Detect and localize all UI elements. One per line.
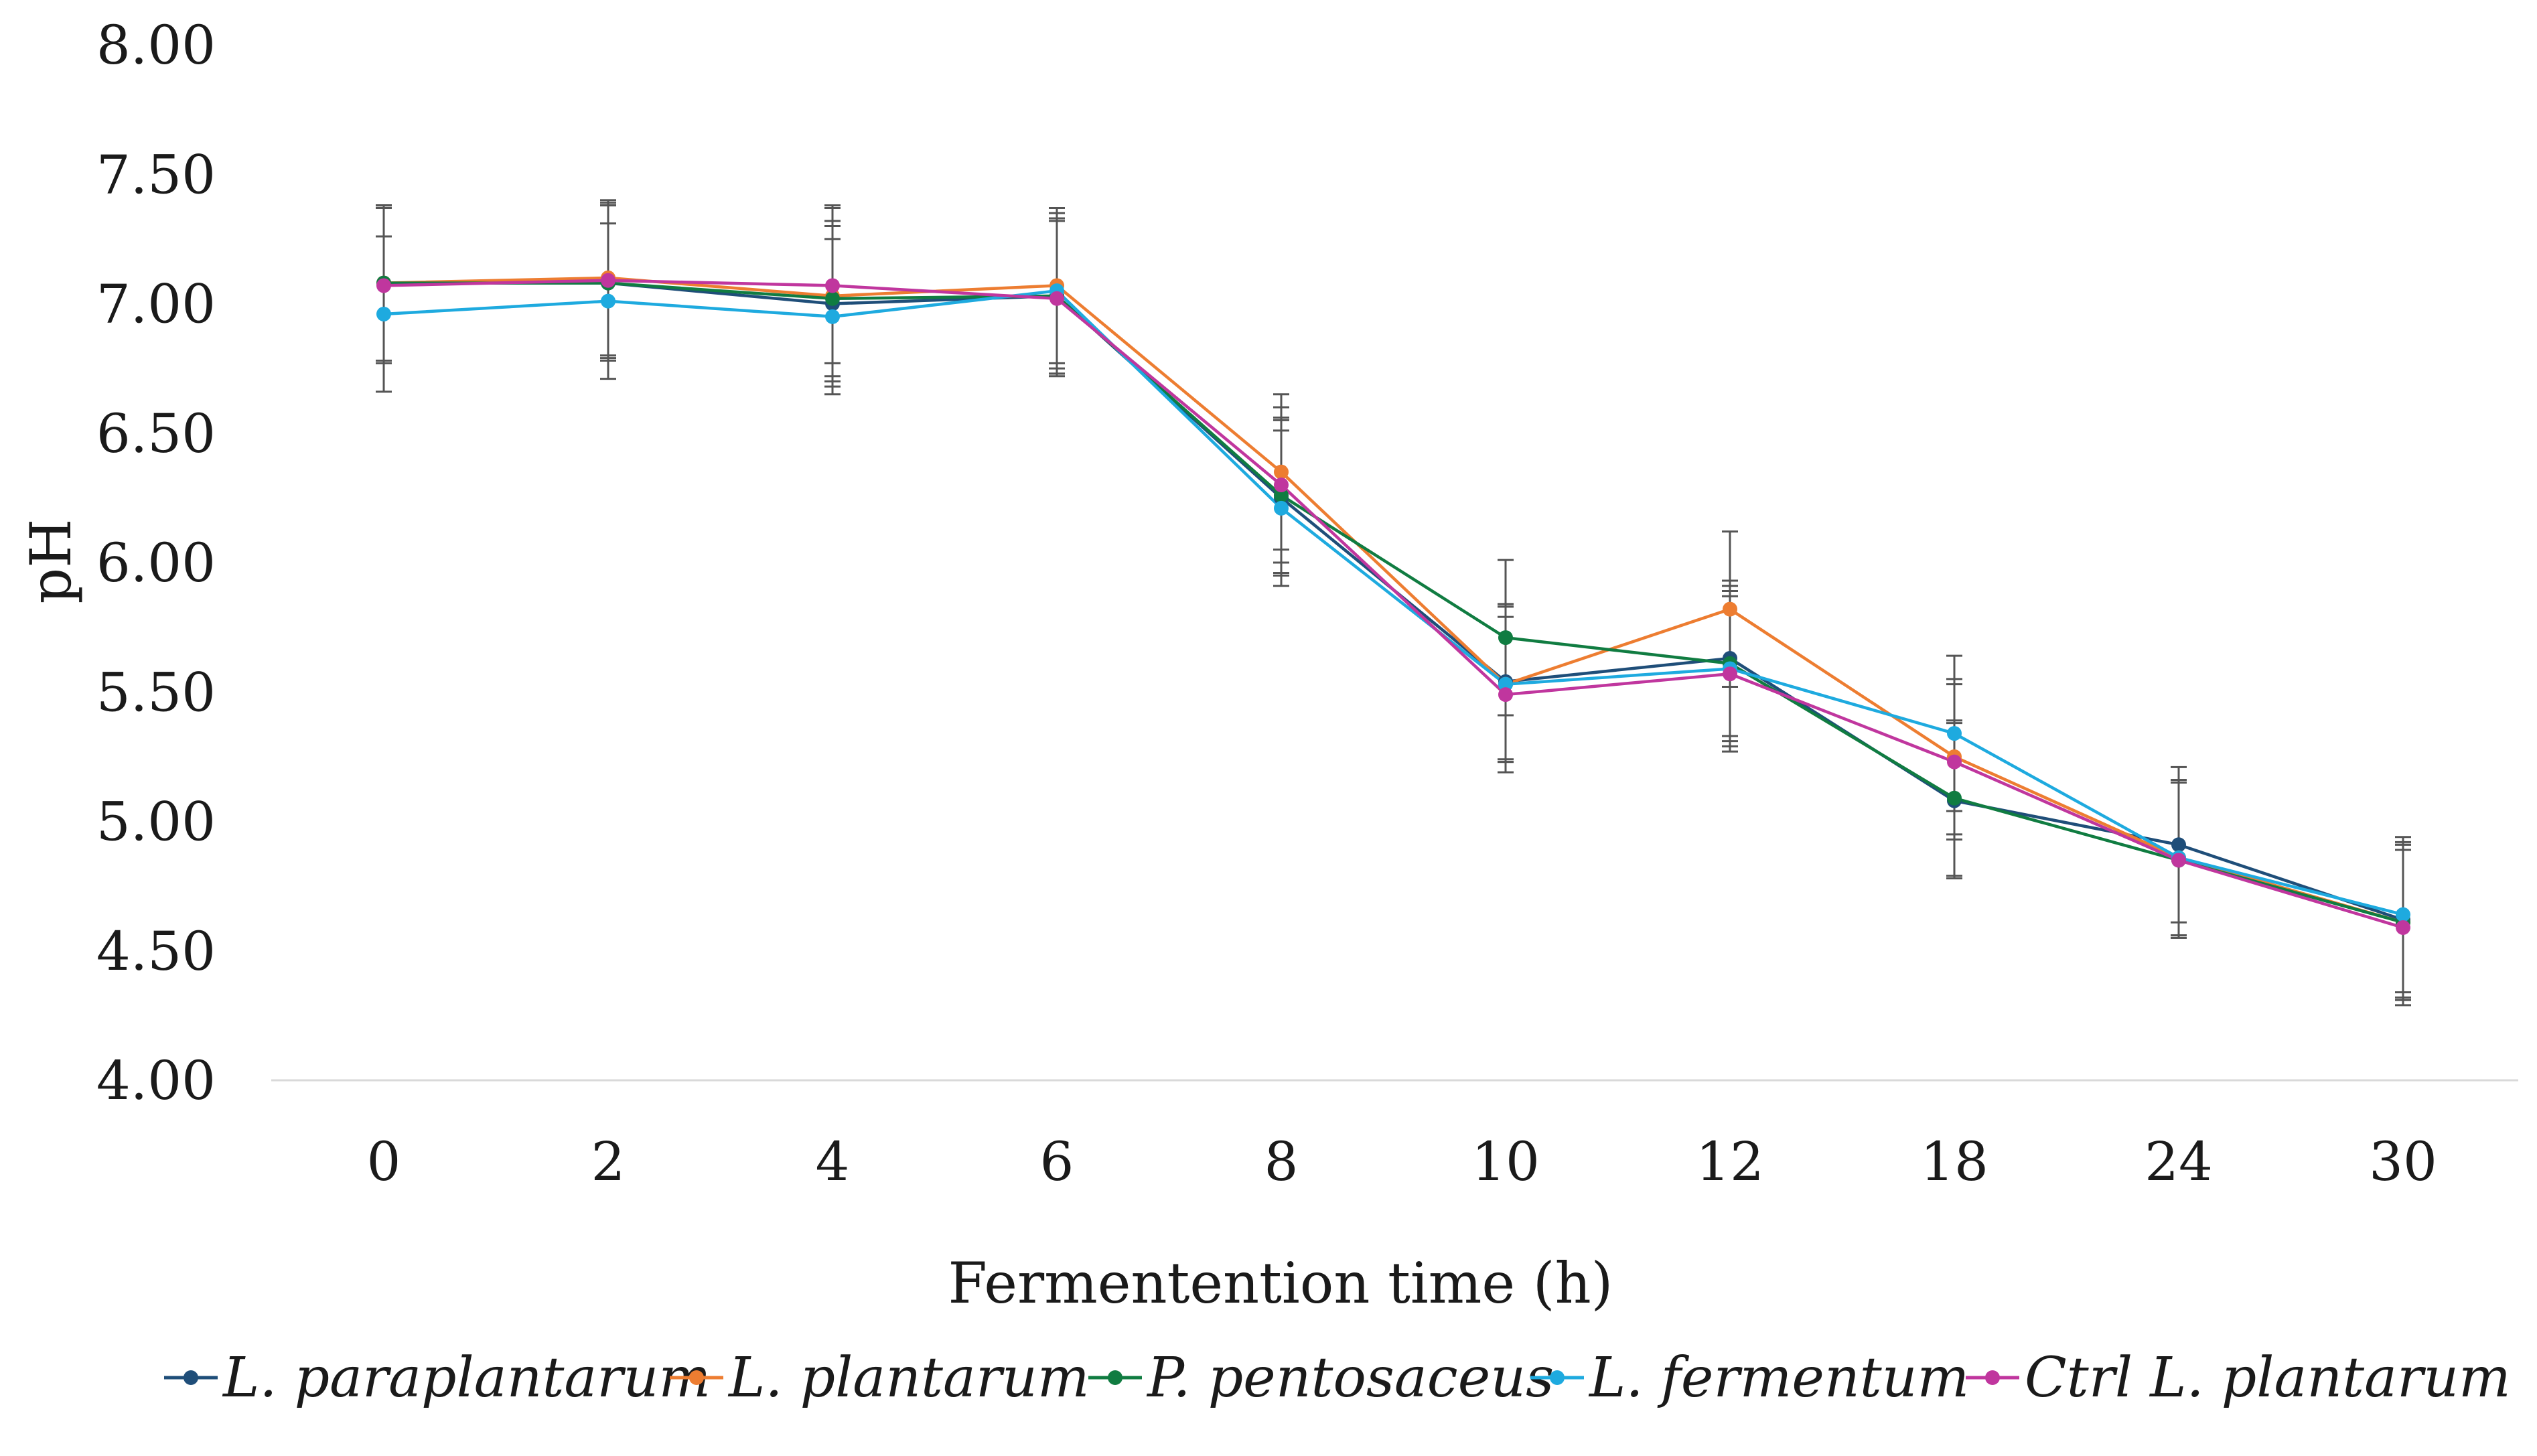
x-tick-label: 10	[1471, 1131, 1540, 1193]
legend-swatch-marker	[1550, 1370, 1565, 1385]
legend-label: L. paraplantarum	[222, 1346, 711, 1410]
legend-item: P. pentosaceus	[1088, 1346, 1554, 1410]
data-point	[825, 278, 840, 293]
legend-item: L. paraplantarum	[164, 1346, 711, 1410]
data-point	[601, 293, 615, 309]
legend-swatch-marker	[184, 1370, 198, 1385]
data-point	[825, 291, 840, 306]
legend-label: L. plantarum	[727, 1346, 1090, 1410]
legend-item: L. fermentum	[1530, 1346, 1969, 1410]
legend: L. paraplantarum L. plantarum P. pentosace…	[164, 1346, 2511, 1410]
legend-item: Ctrl L. plantarum	[1966, 1346, 2511, 1410]
legend-label: P. pentosaceus	[1146, 1346, 1554, 1410]
data-point	[376, 306, 391, 321]
y-tick-label: 8.00	[96, 14, 216, 76]
data-point	[1723, 666, 1737, 682]
data-point	[376, 278, 391, 293]
data-point	[2396, 907, 2410, 922]
data-point	[1947, 726, 1962, 741]
data-point	[825, 309, 840, 324]
data-point	[601, 273, 615, 288]
y-axis-title: pH	[18, 518, 84, 603]
y-axis-ticks: 4.00 4.50 5.00 5.50 6.00 6.50 7.00 7.50 8.00	[96, 14, 216, 1112]
x-tick-label: 8	[1264, 1131, 1299, 1193]
x-axis-title: Fermentention time (h)	[948, 1250, 1613, 1316]
series-line-l-plantarum	[383, 276, 2404, 924]
y-tick-label: 7.00	[96, 273, 216, 336]
data-point	[1723, 601, 1737, 617]
x-tick-label: 4	[816, 1131, 850, 1193]
data-point	[1947, 754, 1962, 770]
y-tick-label: 4.00	[96, 1049, 216, 1112]
data-point	[1947, 790, 1962, 806]
data-point	[1498, 676, 1513, 692]
x-tick-label: 18	[1920, 1131, 1988, 1193]
data-point	[2171, 853, 2186, 868]
x-tick-label: 12	[1696, 1131, 1764, 1193]
y-tick-label: 7.50	[96, 143, 216, 206]
series-line-p-pentosaceus	[384, 281, 2404, 924]
series-points	[376, 270, 2410, 935]
error-bars	[376, 199, 2411, 1007]
data-point	[2396, 920, 2410, 935]
y-tick-label: 6.50	[96, 403, 216, 465]
x-tick-label: 6	[1040, 1131, 1074, 1193]
y-tick-label: 4.50	[96, 920, 216, 982]
data-point	[1498, 630, 1513, 646]
legend-swatch-marker	[689, 1370, 704, 1385]
series-line-ctrl-l-plantarum	[383, 279, 2404, 930]
legend-label: Ctrl L. plantarum	[2025, 1346, 2511, 1410]
data-point	[1049, 291, 1064, 306]
legend-item: L. plantarum	[670, 1346, 1090, 1410]
x-tick-label: 24	[2145, 1131, 2213, 1193]
series-lines	[383, 276, 2404, 930]
legend-swatch-marker	[1108, 1370, 1122, 1385]
y-tick-label: 5.50	[96, 661, 216, 723]
x-axis-ticks: 0 2 4 6 8 10 12 18 24 30	[367, 1131, 2437, 1193]
x-tick-label: 30	[2369, 1131, 2437, 1193]
legend-label: L. fermentum	[1588, 1346, 1969, 1410]
data-point	[1498, 687, 1513, 703]
data-point	[1274, 464, 1289, 480]
y-tick-label: 5.00	[96, 791, 216, 853]
data-point	[1274, 500, 1289, 516]
x-tick-label: 0	[367, 1131, 401, 1193]
data-point	[1274, 488, 1289, 503]
legend-swatch-marker	[1985, 1370, 2000, 1385]
series-line-l-fermentum	[383, 289, 2404, 916]
data-point	[1274, 478, 1289, 493]
y-tick-label: 6.00	[96, 532, 216, 594]
data-point	[2171, 837, 2186, 853]
x-tick-label: 2	[591, 1131, 626, 1193]
